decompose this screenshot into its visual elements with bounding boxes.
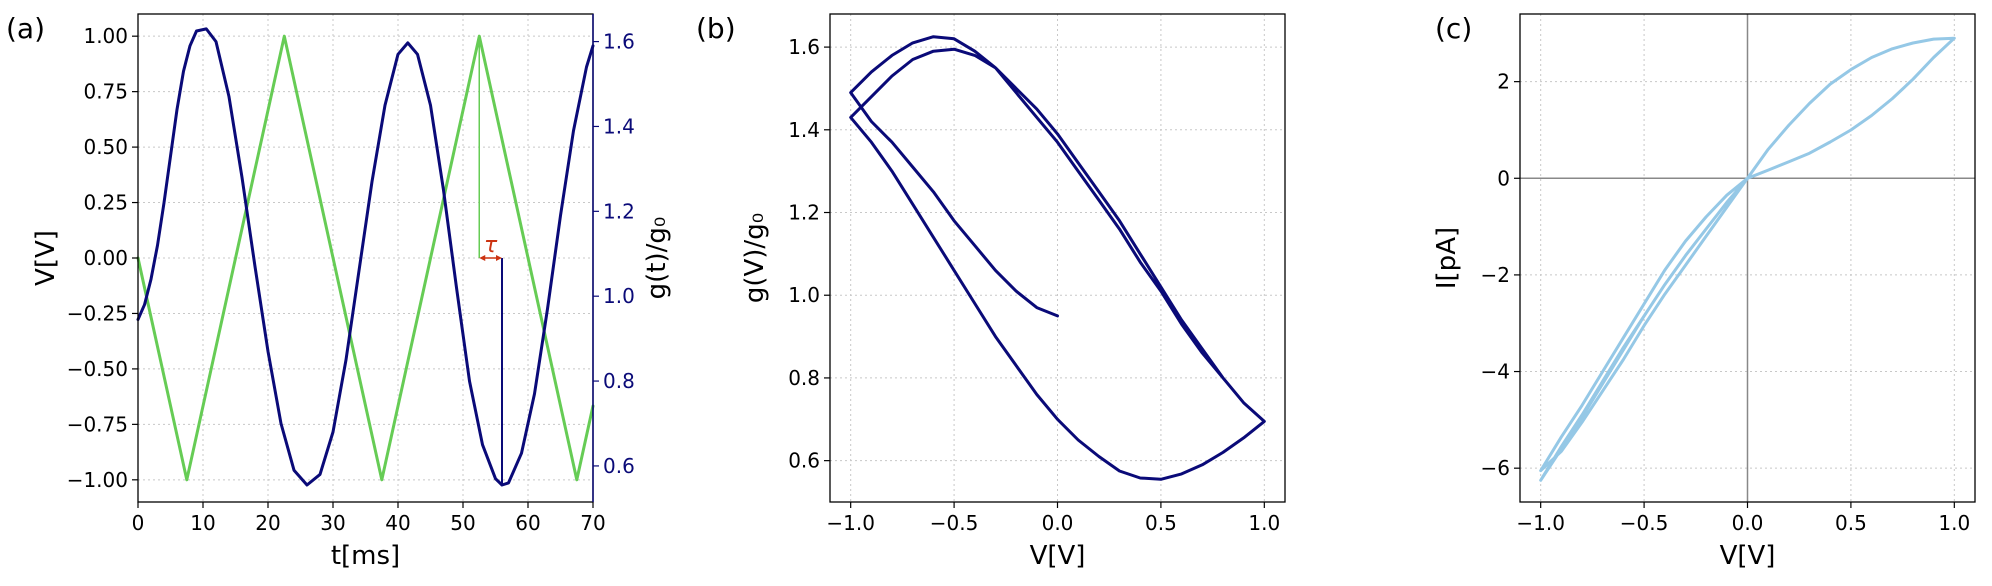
x-tick-label: −0.5 bbox=[930, 511, 979, 535]
y-tick-label: −2 bbox=[1481, 263, 1510, 287]
chart-panel-3: −1.0 −0.5 0.0 0.5 1.0 2 0 −2 −4 −6 V[V] I[pA] (c) bbox=[1432, 12, 1976, 571]
x-tick-label: 30 bbox=[320, 511, 345, 535]
y-tick-label: −0.75 bbox=[67, 412, 128, 436]
y2-tick-label: 1.4 bbox=[603, 114, 635, 138]
x-axis-label: V[V] bbox=[1030, 541, 1086, 571]
y-tick-label: −0.50 bbox=[67, 357, 128, 381]
y-tick-label: −6 bbox=[1481, 456, 1510, 480]
x-tick-label: 0 bbox=[132, 511, 145, 535]
y2-tick-label: 0.8 bbox=[603, 369, 635, 393]
tau-arrow-head-left bbox=[479, 255, 486, 261]
x-tick-label: −0.5 bbox=[1620, 511, 1669, 535]
y2-tick-label: 1.0 bbox=[603, 284, 635, 308]
x-tick-label: 0.5 bbox=[1835, 511, 1867, 535]
y-tick-label: 1.6 bbox=[788, 35, 820, 59]
x-tick-label: 20 bbox=[255, 511, 280, 535]
x-tick-label: 50 bbox=[450, 511, 475, 535]
x-tick-label: 1.0 bbox=[1938, 511, 1970, 535]
x-tick-label: −1.0 bbox=[1516, 511, 1565, 535]
x-tick-label: 1.0 bbox=[1248, 511, 1280, 535]
y-tick-label: 0 bbox=[1497, 166, 1510, 190]
panel-label: (a) bbox=[6, 12, 45, 45]
x-tick-label: 40 bbox=[385, 511, 410, 535]
y-tick-label: 0.50 bbox=[83, 135, 128, 159]
tau-arrow-head-right bbox=[496, 255, 502, 261]
x-tick-label: 70 bbox=[580, 511, 605, 535]
y-axis-label: g(V)/g₀ bbox=[740, 213, 770, 303]
y-tick-label: 2 bbox=[1497, 70, 1510, 94]
conductance-line bbox=[849, 35, 1266, 481]
tau-label: τ bbox=[484, 233, 498, 258]
y-tick-label: 1.4 bbox=[788, 118, 820, 142]
current-line bbox=[1539, 36, 1956, 482]
y-tick-label: 1.0 bbox=[788, 283, 820, 307]
y2-tick-label: 1.2 bbox=[603, 199, 635, 223]
panel-label: (b) bbox=[696, 12, 736, 45]
x-axis-label: t[ms] bbox=[331, 541, 400, 571]
y2-axis-label: g(t)/g₀ bbox=[642, 217, 672, 300]
y-axis-label: I[pA] bbox=[1432, 227, 1462, 289]
y-axis-label: V[V] bbox=[31, 230, 61, 286]
x-tick-label: 0.5 bbox=[1145, 511, 1177, 535]
conductance-line bbox=[136, 27, 595, 487]
y2-tick-label: 0.6 bbox=[603, 454, 635, 478]
axes-frame bbox=[829, 13, 1286, 503]
y-tick-label: 0.00 bbox=[83, 246, 128, 270]
x-tick-label: 0.0 bbox=[1732, 511, 1764, 535]
chart-panel-1: τ 0 10 20 30 40 50 60 70 1.00 0.75 0.50 0.25 0.00 −0.2… bbox=[6, 12, 672, 571]
voltage-line bbox=[136, 34, 595, 482]
x-axis-label: V[V] bbox=[1720, 541, 1776, 571]
x-tick-label: 0.0 bbox=[1042, 511, 1074, 535]
y-tick-label: 0.8 bbox=[788, 366, 820, 390]
y-tick-label: 1.2 bbox=[788, 201, 820, 225]
y-tick-label: 0.6 bbox=[788, 449, 820, 473]
panel-label: (c) bbox=[1435, 12, 1472, 45]
y-tick-label: 0.75 bbox=[83, 80, 128, 104]
x-tick-label: 10 bbox=[190, 511, 215, 535]
y-tick-label: 0.25 bbox=[83, 191, 128, 215]
y-tick-label: 1.00 bbox=[83, 24, 128, 48]
y-tick-label: −0.25 bbox=[67, 301, 128, 325]
x-tick-label: −1.0 bbox=[826, 511, 875, 535]
y-tick-label: −1.00 bbox=[67, 468, 128, 492]
chart-panel-2: −1.0 −0.5 0.0 0.5 1.0 1.6 1.4 1.2 1.0 0.8 0.6 V[V] g… bbox=[696, 12, 1286, 571]
y-tick-label: −4 bbox=[1481, 360, 1510, 384]
x-tick-label: 60 bbox=[515, 511, 540, 535]
y2-tick-label: 1.6 bbox=[603, 30, 635, 54]
